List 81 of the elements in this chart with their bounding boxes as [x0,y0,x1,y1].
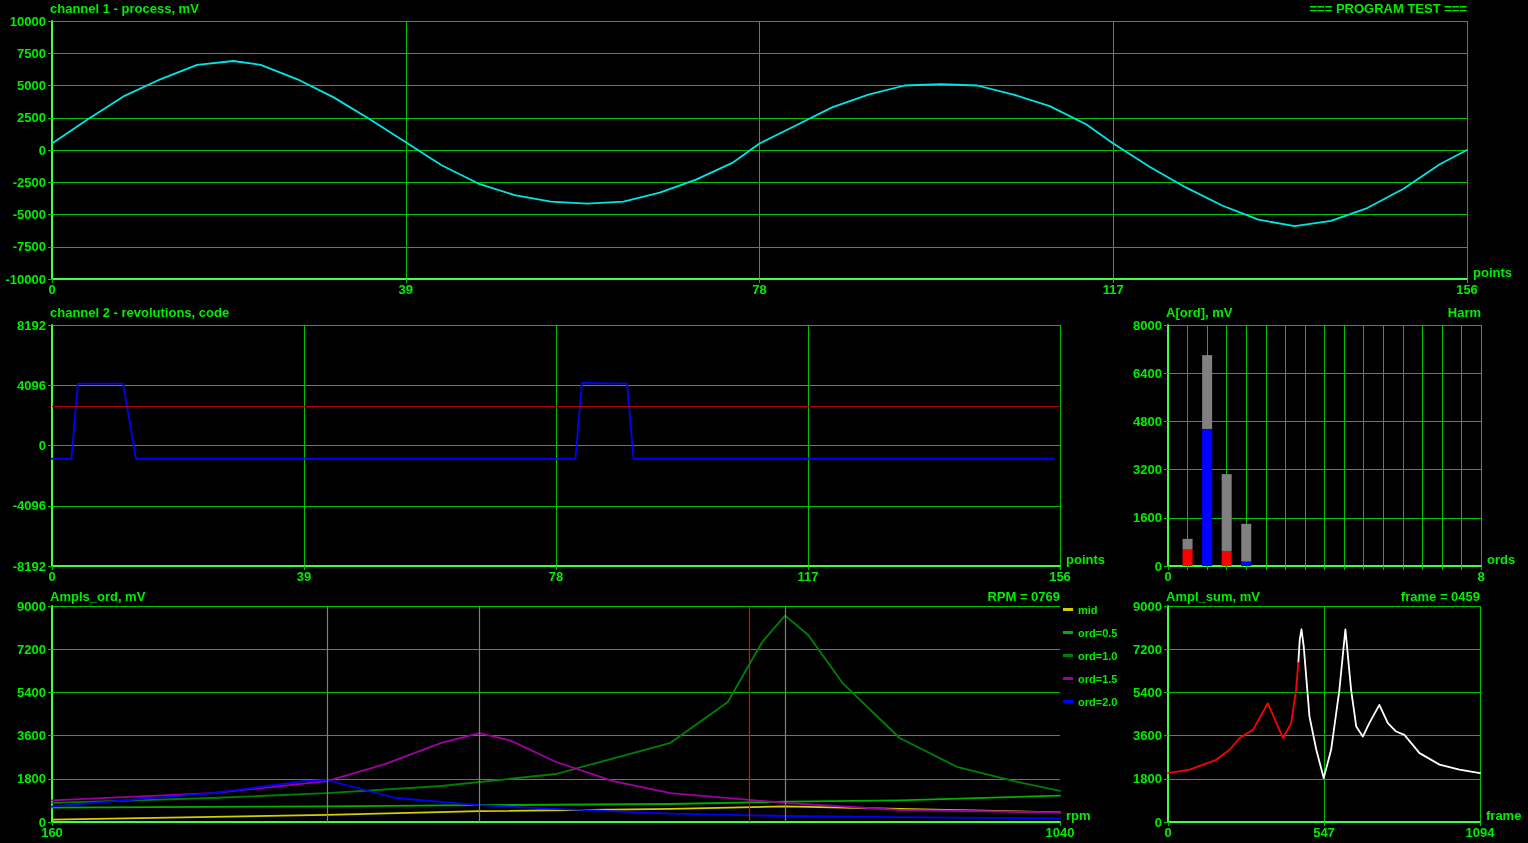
legend-label: ord=1.0 [1078,649,1118,662]
text: Harm [1447,305,1482,320]
y-tick-label: 4800 [1133,413,1162,429]
legend-label: ord=0.5 [1078,626,1118,639]
x-tick-label: 160 [41,825,63,840]
y-tick-label: 3200 [1133,462,1162,478]
y-tick-label: 8000 [1133,317,1162,333]
bar [1221,474,1232,551]
x-tick-label: 78 [548,569,564,584]
bar [1202,428,1213,566]
x-axis-title: points [1473,265,1512,280]
line-series [51,60,1468,228]
x-tick-label: 547 [1313,825,1335,840]
chart-title: channel 1 - process, mV [50,1,200,16]
x-tick-label: 1094 [1465,825,1496,840]
y-tick-label: 2500 [17,110,46,126]
bar [1182,538,1193,550]
y-tick-label: -8192 [12,558,46,574]
bar [1202,355,1213,429]
x-axis-title: rpm [1066,808,1091,823]
x-tick-label: 39 [398,282,413,297]
x-tick-label: 78 [752,282,767,297]
y-tick-label: 1800 [17,771,46,787]
y-tick-label: 7200 [1133,641,1162,657]
text: RPM = 0769 [987,589,1060,604]
y-tick-label: -5000 [12,207,46,222]
legend-label: ord=1.5 [1078,672,1118,685]
x-axis-title: points [1066,552,1105,567]
x-tick-label: 1040 [1045,825,1075,840]
y-tick-label: 4096 [17,377,46,393]
y-tick-label: 5400 [1133,684,1162,700]
bar [1241,561,1252,566]
line-series [51,732,1061,814]
y-tick-label: -4096 [12,498,46,514]
bar [1241,523,1252,562]
x-tick-label: 0 [1164,569,1172,584]
y-tick-label: 9000 [17,598,46,614]
y-tick-label: 0 [38,438,46,453]
y-tick-label: 1600 [1133,510,1162,526]
line-series [1167,661,1300,774]
line-series [1297,628,1481,779]
text: === PROGRAM TEST === [1309,1,1468,16]
x-tick-label: 117 [1102,282,1124,297]
y-tick-label: -7500 [12,239,46,255]
x-tick-label: 117 [797,569,819,584]
y-tick-label: 8192 [17,317,46,333]
bar [1221,550,1232,566]
y-tick-label: 5000 [17,78,46,93]
x-tick-label: 0 [48,282,56,297]
y-tick-label: 10000 [9,13,46,29]
y-tick-label: 3600 [17,728,46,744]
chart-title: Ampls_ord, mV [50,589,146,604]
y-tick-label: -2500 [12,174,46,190]
chart-title: A[ord], mV [1166,305,1233,320]
legend-label: mid [1078,603,1098,616]
chart-title: channel 2 - revolutions, code [50,305,230,320]
legend-label: ord=2.0 [1078,695,1118,708]
y-tick-label: 0 [38,142,46,158]
y-tick-label: 0 [1154,558,1162,574]
x-tick-label: 0 [48,569,56,584]
line-series [51,794,1061,809]
x-axis-title: frame [1486,808,1522,823]
bar [1182,549,1193,566]
y-tick-label: -10000 [5,271,46,287]
y-tick-label: 0 [1154,814,1162,830]
y-tick-label: 7200 [17,641,46,657]
x-tick-label: 0 [1164,825,1172,840]
line-series [51,614,1061,804]
x-tick-label: 156 [1049,569,1071,584]
y-tick-label: 1800 [1133,771,1162,787]
y-tick-label: 9000 [1133,598,1162,614]
y-tick-label: 7500 [17,45,46,61]
x-axis-title: ords [1487,552,1516,567]
text: frame = 0459 [1400,589,1481,604]
y-tick-label: 6400 [1133,365,1162,381]
y-tick-label: 5400 [17,684,46,700]
x-tick-label: 39 [296,569,312,584]
y-tick-label: 3600 [1133,728,1162,744]
chart-title: Ampl_sum, mV [1166,589,1261,604]
x-tick-label: 156 [1456,282,1478,297]
x-tick-label: 8 [1477,569,1485,584]
